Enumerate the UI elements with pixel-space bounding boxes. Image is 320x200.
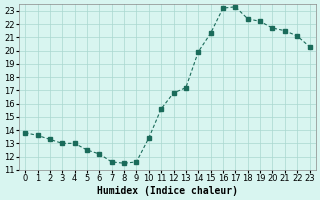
X-axis label: Humidex (Indice chaleur): Humidex (Indice chaleur) (97, 186, 238, 196)
